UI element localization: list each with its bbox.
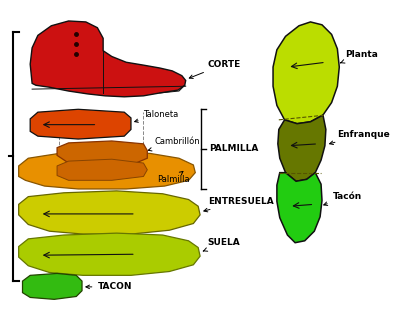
- Polygon shape: [19, 152, 195, 189]
- Text: CORTE: CORTE: [189, 60, 241, 78]
- Polygon shape: [22, 274, 82, 299]
- Polygon shape: [30, 109, 131, 139]
- Polygon shape: [19, 191, 200, 234]
- Text: Cambrillón: Cambrillón: [148, 137, 201, 151]
- Text: Tacón: Tacón: [324, 192, 362, 205]
- Polygon shape: [57, 159, 147, 180]
- Polygon shape: [19, 233, 200, 275]
- Text: TACON: TACON: [86, 282, 132, 291]
- Polygon shape: [57, 141, 147, 165]
- Text: Palmilla: Palmilla: [157, 172, 190, 184]
- Text: PALMILLA: PALMILLA: [209, 144, 258, 153]
- Polygon shape: [30, 21, 186, 97]
- Polygon shape: [273, 22, 339, 124]
- Text: Planta: Planta: [340, 50, 378, 63]
- Polygon shape: [277, 173, 322, 243]
- Polygon shape: [278, 115, 326, 181]
- Text: ENTRESUELA: ENTRESUELA: [204, 197, 274, 212]
- Text: Enfranque: Enfranque: [330, 130, 390, 145]
- Text: SUELA: SUELA: [203, 238, 240, 251]
- Text: Taloneta: Taloneta: [135, 110, 179, 122]
